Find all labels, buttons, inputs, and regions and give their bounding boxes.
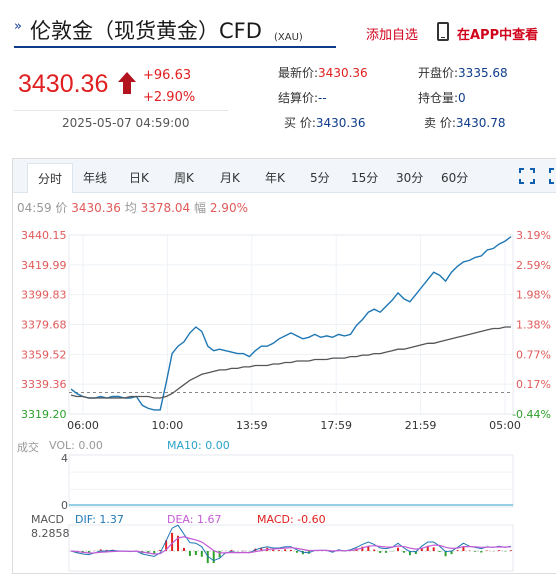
- field-value: 3430.36: [315, 116, 366, 130]
- fullscreen-icon[interactable]: [519, 168, 535, 184]
- volume-label: 成交: [17, 441, 39, 454]
- y-tick-left: 3379.68: [21, 319, 67, 332]
- field-value: 0: [458, 91, 466, 105]
- tab-60min[interactable]: 60分: [441, 171, 469, 185]
- tab-year-k[interactable]: 年K: [265, 171, 285, 185]
- title-prefix-icon: »: [14, 19, 22, 34]
- y-tick-right: 1.98%: [516, 289, 551, 302]
- page-header: » 伦敦金（现货黄金）CFD (XAU) 添加自选 在APP中查看: [0, 0, 556, 50]
- open-in-app-link[interactable]: 在APP中查看: [457, 28, 539, 43]
- tab-timeshare[interactable]: 分时: [27, 163, 74, 193]
- y-tick-left: 3339.36: [21, 378, 67, 391]
- field-label: 卖 价:: [424, 116, 456, 130]
- x-tick: 17:59: [320, 419, 352, 432]
- title-underline: [14, 46, 336, 48]
- tab-5min[interactable]: 5分: [310, 171, 330, 185]
- field-label: 持仓量:: [418, 91, 459, 105]
- tooltip-price: 3430.36: [71, 201, 121, 215]
- macd-y-top: 8.2858: [31, 527, 70, 540]
- volume-y-top: 4: [61, 452, 68, 465]
- tab-day-k[interactable]: 日K: [129, 171, 149, 185]
- dea-value: DEA: 1.67: [167, 513, 222, 526]
- field-label: 开盘价:: [418, 66, 459, 80]
- y-tick-right: 3.19%: [516, 229, 551, 242]
- field-ask-price: 卖 价:3430.78: [424, 114, 505, 131]
- y-tick-right: 2.59%: [516, 259, 551, 272]
- field-value: 3335.68: [458, 66, 508, 80]
- price-change-pct: +2.90%: [143, 90, 196, 105]
- tooltip-time: 04:59: [17, 201, 52, 215]
- field-label: 结算价:: [278, 91, 319, 105]
- tab-month-k[interactable]: 月K: [220, 171, 240, 185]
- volume-panel-frame: [68, 454, 514, 508]
- field-value: 3430.78: [455, 116, 506, 130]
- field-latest-price: 最新价:3430.36: [278, 64, 368, 81]
- x-tick: 05:00: [489, 419, 521, 432]
- price-up-arrow-icon: [118, 72, 136, 94]
- y-tick-left: 3440.15: [21, 229, 67, 242]
- field-value: 3430.36: [318, 66, 368, 80]
- field-label: 买 价:: [284, 116, 316, 130]
- y-tick-left: 3319.20: [21, 408, 67, 421]
- field-label: 最新价:: [278, 66, 319, 80]
- symbol-code: (XAU): [274, 32, 303, 43]
- macd-panel-frame: [68, 524, 514, 572]
- plot-frame: [68, 234, 514, 415]
- ma10-value: MA10: 0.00: [167, 439, 230, 452]
- dea-line: [70, 536, 512, 555]
- y-tick-right: 0.17%: [516, 378, 551, 391]
- macd-value: MACD: -0.60: [257, 513, 326, 526]
- field-open-interest: 持仓量:0: [418, 89, 466, 106]
- tooltip-avg-label: 均: [124, 201, 137, 215]
- y-tick-left: 3359.52: [21, 348, 67, 361]
- tooltip-change: 2.90%: [209, 201, 248, 215]
- expand-icon[interactable]: [549, 168, 556, 184]
- tab-30min[interactable]: 30分: [396, 171, 424, 185]
- y-tick-right: 0.77%: [516, 348, 551, 361]
- x-tick: 10:00: [152, 419, 184, 432]
- x-tick: 21:59: [405, 419, 437, 432]
- price-change: +96.63: [143, 68, 192, 83]
- intraday-chart[interactable]: 3440.15 3419.99 3399.83 3379.68 3359.52 3339.…: [13, 159, 556, 574]
- field-open-price: 开盘价:3335.68: [418, 64, 508, 81]
- tab-year-line[interactable]: 年线: [83, 171, 108, 185]
- tooltip-change-label: 幅: [194, 201, 207, 215]
- field-settlement-price: 结算价:--: [278, 89, 327, 106]
- page-title: 伦敦金（现货黄金）CFD: [30, 19, 262, 43]
- quote-divider: [14, 110, 228, 111]
- y-tick-left: 3399.83: [21, 289, 67, 302]
- last-price: 3430.36: [18, 70, 109, 98]
- x-tick: 06:00: [67, 419, 99, 432]
- price-line: [70, 236, 512, 411]
- average-line: [70, 326, 511, 399]
- phone-icon: [437, 22, 449, 41]
- add-favorite-link[interactable]: 添加自选: [366, 28, 419, 43]
- field-value: --: [318, 91, 327, 105]
- tab-week-k[interactable]: 周K: [174, 171, 194, 185]
- macd-label: MACD: [31, 513, 64, 526]
- field-bid-price: 买 价:3430.36: [284, 114, 365, 131]
- y-tick-left: 3419.99: [21, 259, 67, 272]
- tooltip-avg: 3378.04: [140, 201, 191, 215]
- tooltip-price-label: 价: [55, 201, 68, 215]
- y-tick-right: 1.38%: [516, 319, 551, 332]
- quote-datetime: 2025-05-07 04:59:00: [62, 116, 190, 130]
- vol-value: VOL: 0.00: [49, 439, 103, 452]
- dif-value: DIF: 1.37: [75, 513, 124, 526]
- volume-y-bottom: 0: [61, 499, 68, 512]
- tab-15min[interactable]: 15分: [351, 171, 379, 185]
- period-tabs: 分时 年线 日K 周K 月K 年K 5分 15分 30分 60分: [13, 159, 556, 193]
- y-tick-right: -0.44%: [512, 408, 551, 421]
- chart-tooltip: 04:59 价 3430.36 均 3378.04 幅 2.90%: [17, 199, 248, 216]
- x-tick: 13:59: [236, 419, 268, 432]
- chart-panel: 分时 年线 日K 周K 月K 年K 5分 15分 30分 60分 04:59 价…: [12, 158, 556, 574]
